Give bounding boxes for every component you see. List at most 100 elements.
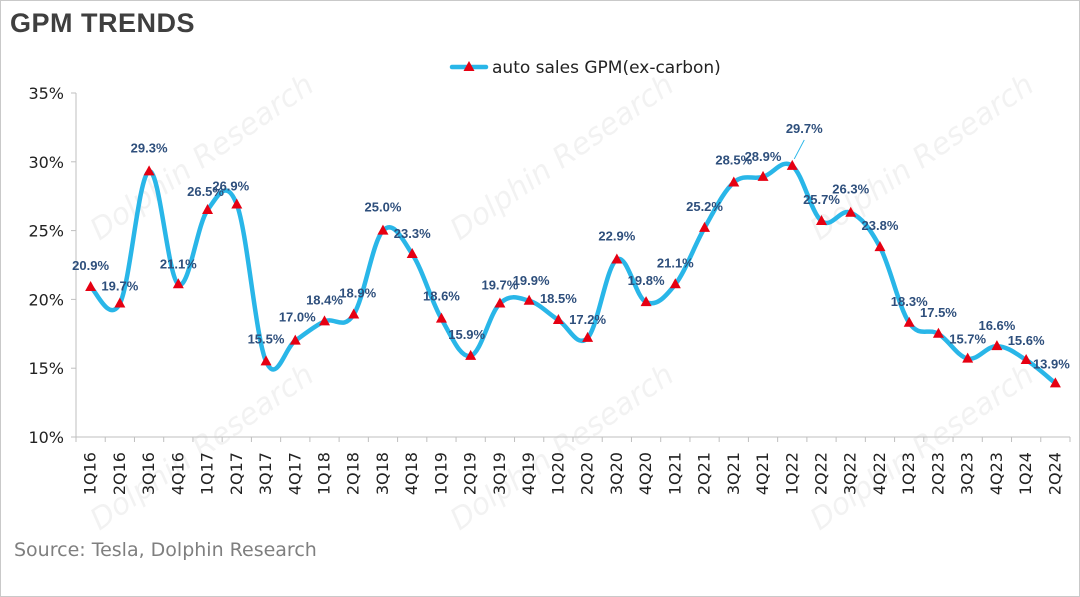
data-point-marker <box>85 281 97 292</box>
x-tick-label: 3Q22 <box>841 452 860 495</box>
data-point-marker <box>1049 377 1061 388</box>
data-label: 29.7% <box>786 121 823 136</box>
data-label: 19.9% <box>513 273 550 288</box>
data-point-marker <box>202 203 214 214</box>
x-tick-label: 3Q23 <box>958 452 977 495</box>
data-label: 19.7% <box>481 278 518 293</box>
x-tick-label: 1Q17 <box>198 452 217 495</box>
data-label: 22.9% <box>598 228 635 243</box>
data-label: 21.1% <box>160 256 197 271</box>
x-tick-label: 4Q19 <box>519 452 538 495</box>
data-point-marker <box>552 314 564 325</box>
data-label: 19.8% <box>628 273 665 288</box>
data-label: 26.3% <box>832 182 869 197</box>
x-tick-label: 3Q19 <box>490 452 509 495</box>
data-label: 21.1% <box>657 255 694 270</box>
data-label: 15.5% <box>248 331 285 346</box>
data-label: 20.9% <box>72 258 109 273</box>
x-tick-label: 2Q19 <box>461 452 480 495</box>
data-label: 18.6% <box>423 289 460 304</box>
x-tick-label: 1Q21 <box>665 452 684 495</box>
source-note: Source: Tesla, Dolphin Research <box>14 539 317 561</box>
data-label: 17.2% <box>569 312 606 327</box>
y-tick-label: 10% <box>28 428 64 447</box>
data-label: 18.3% <box>891 294 928 309</box>
data-label: 18.9% <box>339 286 376 301</box>
x-tick-label: 3Q17 <box>256 452 275 495</box>
x-tick-label: 4Q16 <box>168 452 187 495</box>
x-tick-label: 2Q22 <box>812 452 831 495</box>
x-tick-label: 3Q21 <box>724 452 743 495</box>
data-point-marker <box>406 247 418 258</box>
x-tick-label: 1Q19 <box>431 452 450 495</box>
x-tick-label: 2Q24 <box>1045 452 1064 495</box>
x-tick-label: 1Q24 <box>1016 452 1035 495</box>
data-point-marker <box>932 327 944 338</box>
data-label: 28.9% <box>745 149 782 164</box>
data-point-marker <box>757 170 769 181</box>
data-point-marker <box>582 331 594 342</box>
data-label: 25.7% <box>803 192 840 207</box>
data-point-marker <box>435 312 447 323</box>
x-tick-label: 4Q20 <box>636 452 655 495</box>
data-point-marker <box>903 316 915 327</box>
y-tick-label: 35% <box>28 84 64 103</box>
data-point-marker <box>699 221 711 232</box>
data-point-marker <box>377 224 389 235</box>
y-tick-label: 25% <box>28 222 64 241</box>
x-tick-label: 2Q17 <box>227 452 246 495</box>
y-tick-label: 20% <box>28 290 64 309</box>
data-label: 26.5% <box>187 184 224 199</box>
data-label: 17.5% <box>920 305 957 320</box>
data-point-marker <box>1020 353 1032 364</box>
x-tick-label: 4Q21 <box>753 452 772 495</box>
data-label: 29.3% <box>131 140 168 155</box>
data-label: 26.9% <box>212 178 249 193</box>
legend-label: auto sales GPM(ex-carbon) <box>492 58 721 78</box>
data-label: 16.6% <box>978 318 1015 333</box>
data-point-marker <box>611 253 623 264</box>
chart-title: GPM TRENDS <box>10 8 196 38</box>
series-line <box>88 161 1058 386</box>
x-tick-label: 4Q17 <box>285 452 304 495</box>
data-label: 15.7% <box>949 332 986 347</box>
x-tick-label: 1Q23 <box>899 452 918 495</box>
y-tick-label: 30% <box>28 153 64 172</box>
data-label: 18.5% <box>540 291 577 306</box>
x-tick-label: 4Q23 <box>987 452 1006 495</box>
data-label: 17.0% <box>279 310 316 325</box>
x-tick-label: 4Q18 <box>402 452 421 495</box>
legend-marker <box>463 61 475 71</box>
data-label: 23.3% <box>394 226 431 241</box>
x-tick-label: 2Q20 <box>578 452 597 495</box>
data-point-marker <box>260 355 272 366</box>
x-tick-label: 3Q18 <box>373 452 392 495</box>
data-point-marker <box>728 176 740 187</box>
data-label: 18.4% <box>306 292 343 307</box>
y-tick-label: 15% <box>28 359 64 378</box>
data-label: 25.0% <box>365 200 402 215</box>
x-tick-label: 2Q18 <box>344 452 363 495</box>
x-tick-label: 1Q22 <box>782 452 801 495</box>
x-tick-label: 1Q16 <box>81 452 100 495</box>
data-point-marker <box>962 352 974 363</box>
x-tick-label: 2Q23 <box>928 452 947 495</box>
data-point-marker <box>991 340 1003 351</box>
data-label: 25.2% <box>686 199 723 214</box>
data-label: 28.5% <box>715 152 752 167</box>
x-tick-label: 2Q16 <box>110 452 129 495</box>
data-point-marker <box>786 159 798 170</box>
data-label-leader <box>793 139 805 160</box>
data-point-marker <box>143 165 155 176</box>
x-tick-label: 3Q20 <box>607 452 626 495</box>
data-label: 15.6% <box>1008 333 1045 348</box>
data-point-marker <box>289 334 301 345</box>
data-point-marker <box>845 206 857 217</box>
data-label: 15.9% <box>448 327 485 342</box>
data-point-marker <box>348 308 360 319</box>
x-tick-label: 3Q16 <box>139 452 158 495</box>
data-point-marker <box>669 278 681 289</box>
data-point-marker <box>465 349 477 360</box>
data-point-marker <box>640 296 652 307</box>
